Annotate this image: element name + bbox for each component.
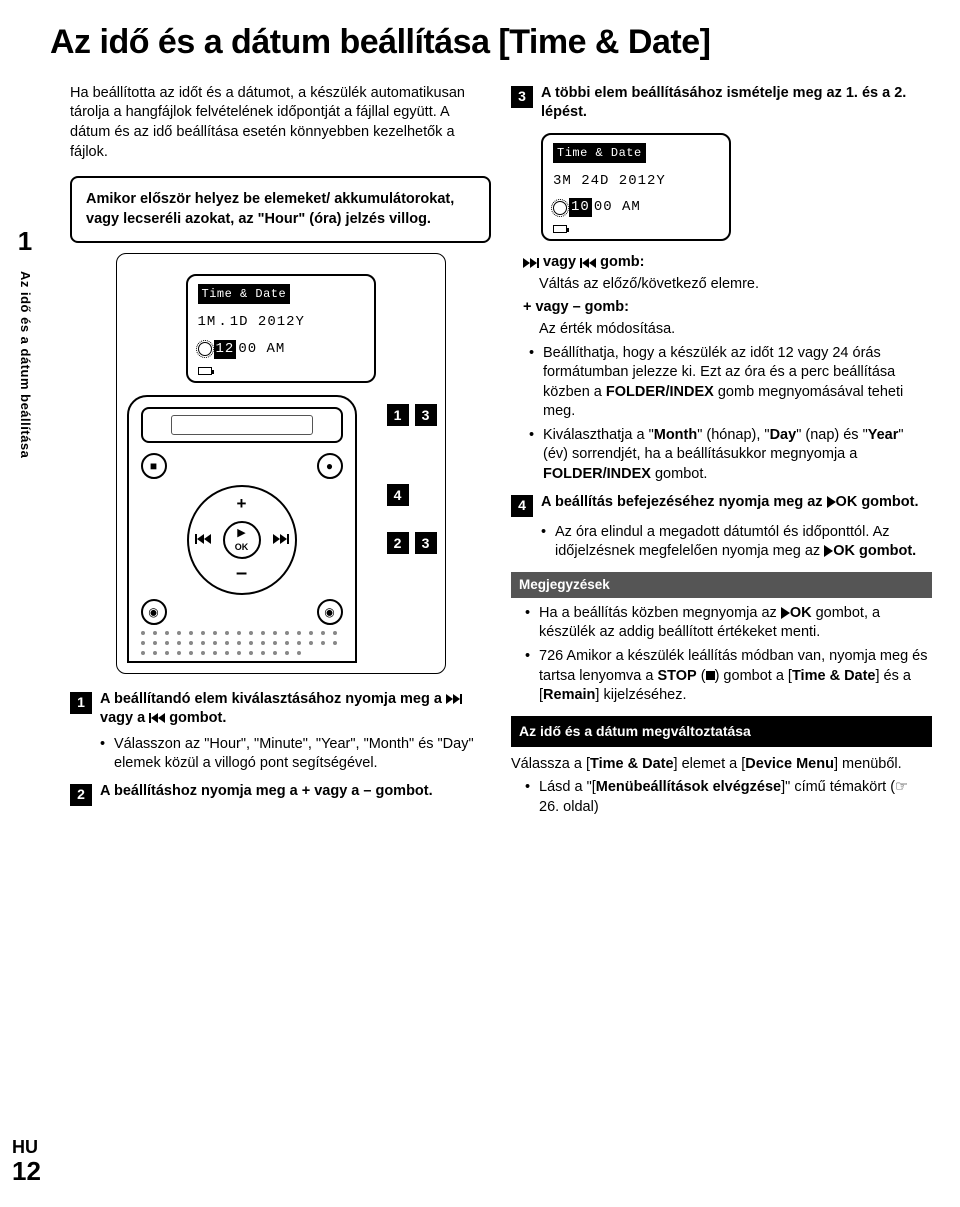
sun-icon-2: [553, 201, 567, 215]
change-text: Válassza a [Time & Date] elemet a [Devic…: [511, 755, 932, 775]
ffrw-text: Váltás az előző/következő elemre.: [511, 275, 932, 295]
lcd2-minute: 00 AM: [594, 198, 641, 217]
note-1: Ha a beállítás közben megnyomja az OK go…: [525, 604, 932, 643]
aux-button-right[interactable]: ◉: [317, 599, 343, 625]
callout-3b: 3: [415, 532, 437, 554]
change-header: Az idő és a dátum megváltoztatása: [511, 716, 932, 747]
page-number: 12: [12, 1154, 41, 1189]
lcd2-title: Time & Date: [553, 143, 646, 163]
ffrw-label: gomb:: [600, 254, 644, 270]
step-2: 2 A beállításhoz nyomja meg a + vagy a –…: [70, 782, 491, 806]
step-1: 1 A beállítandó elem kiválasztásához nyo…: [70, 690, 491, 729]
pm-label: + vagy – gomb:: [511, 298, 932, 318]
step1-title-b: vagy a: [100, 710, 149, 726]
step1-title-a: A beállítandó elem kiválasztásához nyomj…: [100, 691, 446, 707]
controls-help: vagy gomb: Váltás az előző/következő ele…: [511, 253, 932, 484]
step4-number: 4: [511, 495, 533, 517]
callout-3a: 3: [415, 404, 437, 426]
chapter-number: 1: [18, 224, 32, 259]
rec-button[interactable]: ●: [317, 453, 343, 479]
aux-button-left[interactable]: ◉: [141, 599, 167, 625]
step3-number: 3: [511, 86, 533, 108]
lcd2-hour: 10: [569, 198, 592, 217]
step4-bullet: Az óra elindul a megadott dátumtól és id…: [541, 523, 932, 562]
change-bullet: Lásd a "[Menübeállítások elvégzése]" cím…: [525, 778, 932, 817]
right-column: 3 A többi elem beállításához ismételje m…: [511, 84, 932, 825]
device-screen: [141, 407, 343, 443]
lcd1-month: 1M: [198, 313, 217, 332]
sun-icon: [198, 342, 212, 356]
ok-button[interactable]: ▶ OK: [223, 521, 261, 559]
ffwd-icon-2: [523, 258, 539, 268]
step2-title: A beállításhoz nyomja meg a + vagy a – g…: [100, 782, 433, 806]
callout-2: 2: [387, 532, 409, 554]
left-column: Ha beállította az időt és a dátumot, a k…: [70, 84, 491, 825]
notes-header: Megjegyzések: [511, 572, 932, 598]
step1-bullet: Válasszon az "Hour", "Minute", "Year", "…: [100, 735, 491, 774]
battery-icon-2: [553, 225, 567, 233]
callout-1: 1: [387, 404, 409, 426]
intro-text: Ha beállította az időt és a dátumot, a k…: [70, 84, 491, 162]
speaker-grille: [141, 631, 343, 655]
side-rail: 1 Az idő és a dátum beállítása: [0, 84, 50, 825]
play-icon-2: [824, 545, 833, 557]
lcd1-minute: 00 AM: [238, 340, 285, 359]
lcd1-title: Time & Date: [198, 284, 291, 304]
play-icon-3: [781, 607, 790, 619]
step-4: 4 A beállítás befejezéséhez nyomja meg a…: [511, 493, 932, 517]
lcd1-dayyear: 1D 2012Y: [230, 313, 305, 332]
note-2: 726 Amikor a készülék leállítás módban v…: [525, 647, 932, 706]
plus-button[interactable]: +: [237, 493, 247, 516]
step2-number: 2: [70, 784, 92, 806]
lcd1-hour: 12: [214, 340, 237, 359]
first-insert-note: Amikor először helyez be elemeket/ akkum…: [70, 176, 491, 243]
dpad[interactable]: + – ▶ OK: [187, 485, 297, 595]
step1-title-c: gombot.: [169, 710, 226, 726]
page-title: Az idő és a dátum beállítása [Time & Dat…: [50, 20, 932, 66]
lcd2-date: 3M 24D 2012Y: [553, 172, 719, 191]
side-tab-label: Az idő és a dátum beállítása: [16, 271, 34, 458]
lcd-screen-1: Time & Date 1M . 1D 2012Y 12 00 AM: [186, 274, 376, 382]
rew-icon-2: [580, 258, 596, 268]
stop-button[interactable]: ■: [141, 453, 167, 479]
minus-button[interactable]: –: [236, 560, 247, 587]
rew-button[interactable]: [195, 532, 211, 547]
lcd-screen-2: Time & Date 3M 24D 2012Y 10 00 AM: [541, 133, 731, 241]
device-body: ■ ● + – ▶ OK: [127, 395, 357, 663]
step1-number: 1: [70, 692, 92, 714]
step3-title: A többi elem beállításához ismételje meg…: [541, 84, 932, 123]
play-icon: [827, 496, 836, 508]
controls-bullet-1: Beállíthatja, hogy a készülék az időt 12…: [529, 344, 932, 422]
step4-title-a: A beállítás befejezéséhez nyomja meg az: [541, 494, 827, 510]
callouts: 1 3 4 2 3: [387, 344, 437, 554]
step-3: 3 A többi elem beállításához ismételje m…: [511, 84, 932, 123]
device-figure: Time & Date 1M . 1D 2012Y 12 00 AM ■: [116, 253, 446, 673]
stop-icon: [706, 671, 715, 680]
battery-icon: [198, 367, 212, 375]
pm-text: Az érték módosítása.: [511, 320, 932, 340]
controls-bullet-2: Kiválaszthatja a "Month" (hónap), "Day" …: [529, 426, 932, 485]
step4-title-b: OK gombot.: [836, 494, 919, 510]
callout-4: 4: [387, 484, 409, 506]
ffwd-button[interactable]: [273, 532, 289, 547]
ffwd-icon: [446, 694, 462, 704]
rew-icon: [149, 713, 165, 723]
